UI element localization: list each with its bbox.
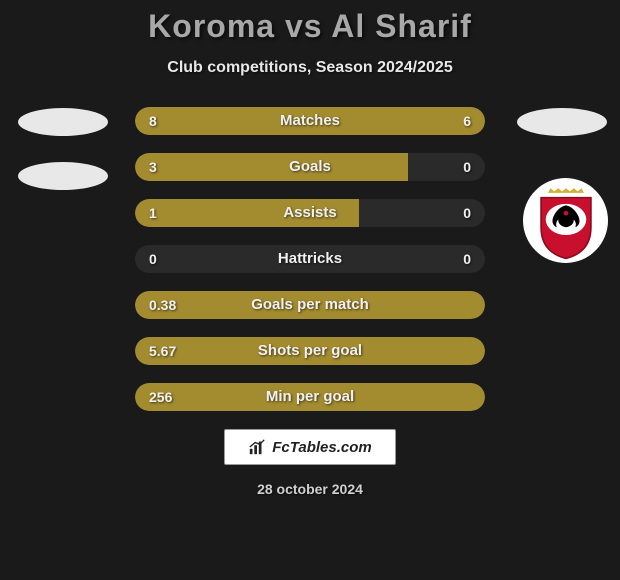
club-logo-right (523, 178, 608, 263)
stats-bars: 86Matches 30Goals 10Assists 00Hattricks 0.38… (135, 107, 485, 411)
footer-date: 28 october 2024 (0, 481, 620, 497)
stat-bar-row: 86Matches (135, 107, 485, 135)
player-left-avatar (18, 108, 103, 193)
stat-bar-row: 0.38Goals per match (135, 291, 485, 319)
stat-label: Hattricks (135, 245, 485, 273)
stat-label: Min per goal (135, 383, 485, 411)
avatar-placeholder-icon (18, 108, 108, 136)
stat-label: Matches (135, 107, 485, 135)
stat-bar-row: 00Hattricks (135, 245, 485, 273)
stat-label: Shots per goal (135, 337, 485, 365)
brand-badge[interactable]: FcTables.com (224, 429, 396, 465)
stat-label: Goals (135, 153, 485, 181)
brand-text: FcTables.com (272, 439, 371, 456)
avatar-placeholder-icon (517, 108, 607, 136)
stat-bar-row: 256Min per goal (135, 383, 485, 411)
avatar-placeholder-icon (18, 162, 108, 190)
stat-label: Assists (135, 199, 485, 227)
stat-bar-row: 10Assists (135, 199, 485, 227)
chart-icon (248, 438, 266, 456)
stat-bar-row: 30Goals (135, 153, 485, 181)
page-title: Koroma vs Al Sharif (0, 0, 620, 45)
stat-bar-row: 5.67Shots per goal (135, 337, 485, 365)
page-subtitle: Club competitions, Season 2024/2025 (0, 59, 620, 77)
al-ahly-logo-icon (527, 182, 605, 260)
stat-label: Goals per match (135, 291, 485, 319)
